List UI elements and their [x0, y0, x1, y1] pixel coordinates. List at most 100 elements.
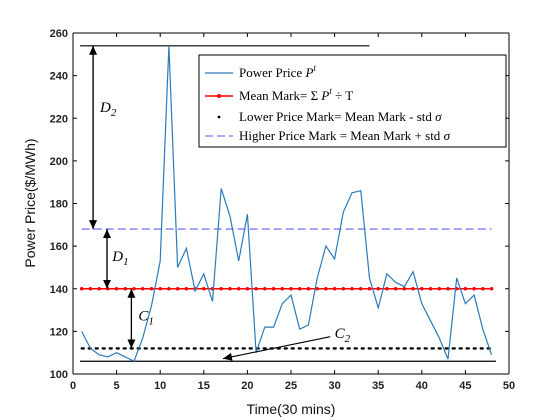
legend-label-symbol: σ — [444, 128, 451, 143]
x-tick-label: 30 — [328, 380, 340, 392]
mean-mark-point — [297, 286, 302, 291]
mean-mark-point — [463, 286, 468, 291]
mean-mark-point — [228, 286, 232, 291]
mean-mark-point — [167, 286, 171, 291]
legend-label-symbol: P — [320, 88, 329, 103]
legend-label-superscript: t — [313, 63, 316, 73]
legend-box — [198, 54, 507, 148]
legend-label-main: Higher Price Mark = Mean Mark + std — [239, 128, 444, 143]
mean-mark-point — [489, 286, 494, 291]
x-tick-label: 50 — [503, 380, 515, 392]
legend-label-after: ÷ T — [332, 88, 353, 103]
mean-mark-point — [289, 286, 293, 291]
x-tick-label: 0 — [70, 380, 76, 392]
y-tick-label: 220 — [50, 113, 68, 125]
annotation-letter: D — [99, 100, 111, 116]
annotation-d2: D2 — [99, 100, 117, 119]
mean-mark-point — [132, 286, 136, 291]
mean-mark-point — [402, 286, 407, 291]
mean-mark-point — [245, 286, 250, 291]
mean-mark-point — [263, 286, 267, 291]
power-price-line — [81, 45, 493, 363]
annotation-c1: C1 — [138, 309, 154, 328]
mean-mark-point — [79, 286, 84, 291]
x-tick-label: 15 — [198, 380, 210, 392]
mean-mark-point — [184, 286, 189, 291]
y-tick-label: 240 — [50, 71, 68, 83]
mean-mark-point — [254, 286, 258, 291]
mean-mark-point — [341, 286, 346, 291]
mean-mark-point — [280, 286, 285, 291]
mean-mark-point — [88, 286, 93, 291]
legend-label-main: Power Price — [239, 65, 305, 80]
mean-mark-point — [271, 286, 276, 291]
mean-mark-point — [472, 286, 476, 291]
mean-mark-point — [481, 286, 485, 291]
mean-mark-point — [114, 286, 119, 291]
legend-label-main: Lower Price Mark= Mean Mark - std — [239, 109, 435, 124]
y-axis-label: Power Price($/MWh) — [22, 138, 38, 267]
mean-mark-point — [149, 286, 154, 291]
mean-mark-point — [420, 286, 424, 291]
mean-mark-point — [428, 286, 433, 291]
y-tick-label: 160 — [50, 241, 68, 253]
x-tick-label: 20 — [241, 380, 253, 392]
x-axis-label: Time(30 mins) — [247, 401, 336, 417]
mean-mark-point — [123, 286, 128, 291]
mean-mark-point — [158, 286, 162, 291]
y-tick-label: 140 — [50, 284, 68, 296]
mean-mark-point — [97, 286, 101, 291]
legend-label-symbol: σ — [435, 109, 442, 124]
y-tick-label: 260 — [50, 28, 68, 40]
mean-mark-point — [324, 286, 328, 291]
annotation-d1: D1 — [111, 249, 128, 268]
legend-label-main: Mean Mark= Σ — [239, 88, 321, 103]
annotation-letter: C — [335, 326, 346, 342]
mean-mark-point — [437, 286, 442, 291]
mean-mark-point — [332, 286, 337, 291]
x-tick-label: 5 — [114, 380, 120, 392]
y-tick-label: 100 — [50, 369, 68, 381]
mean-mark-point — [175, 286, 180, 291]
x-tick-label: 35 — [372, 380, 384, 392]
c2-arrow — [222, 336, 331, 361]
x-tick-label: 40 — [416, 380, 428, 392]
mean-mark-point — [393, 286, 398, 291]
mean-mark-point — [219, 286, 224, 291]
x-tick-label: 25 — [285, 380, 297, 392]
annotation-subscript: 1 — [123, 256, 128, 268]
mean-mark-point — [350, 286, 354, 291]
annotation-subscript: 2 — [345, 333, 351, 345]
y-tick-label: 120 — [50, 326, 68, 338]
annotation-letter: C — [138, 309, 149, 325]
legend-sample-lower — [217, 115, 221, 119]
mean-mark-point — [306, 286, 311, 291]
legend-label-symbol: P — [304, 65, 313, 80]
mean-mark-point — [358, 286, 363, 291]
y-tick-label: 180 — [50, 199, 68, 211]
mean-mark-point — [315, 286, 319, 291]
legend-label: Power Price Pt — [239, 63, 316, 80]
legend-sample-mean-dot — [217, 94, 221, 98]
mean-mark-point — [140, 286, 145, 291]
mean-mark-point — [385, 286, 389, 291]
annotation-c2: C2 — [335, 326, 351, 345]
axes-layer: 0 5 10 15 20 25 30 35 40 45 5010012014016018020022… — [50, 28, 515, 392]
mean-mark-point — [446, 286, 450, 291]
legend-label: Mean Mark= Σ Pt ÷ T — [239, 86, 353, 103]
annotation-subscript: 2 — [111, 107, 117, 119]
mean-mark-point — [236, 286, 241, 291]
mean-mark-point — [202, 286, 206, 291]
legend-label-superscript: t — [329, 86, 332, 96]
mean-mark-point — [376, 286, 381, 291]
annotation-subscript: 1 — [148, 316, 154, 328]
legend-label: Higher Price Mark = Mean Mark + std σ — [239, 128, 451, 143]
x-tick-label: 10 — [154, 380, 166, 392]
annotation-letter: D — [111, 249, 123, 265]
mean-mark-point — [367, 286, 372, 291]
legend-label: Lower Price Mark= Mean Mark - std σ — [239, 109, 442, 124]
mean-mark-point — [411, 286, 415, 291]
